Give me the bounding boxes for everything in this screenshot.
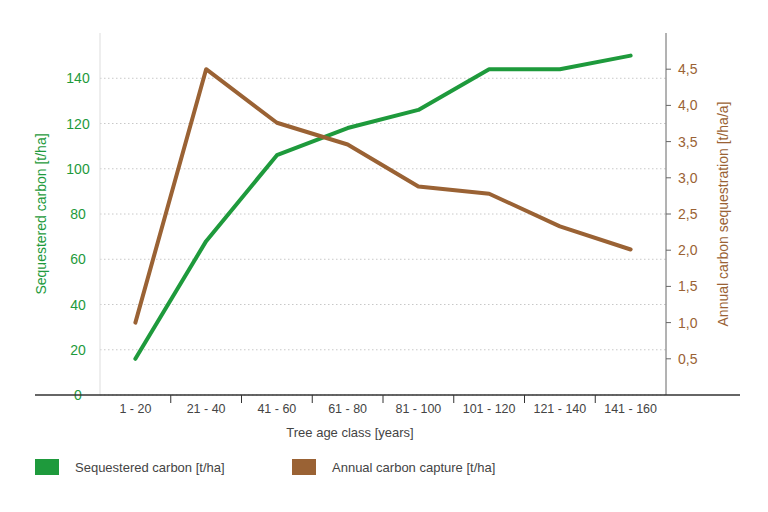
x-separator [170,395,171,403]
y2-tick-label: 1,5 [678,278,698,294]
y2-tick [666,69,671,70]
y-tick-label: 20 [70,342,86,358]
x-tick-label: 1 - 20 [119,402,151,416]
x-separator [312,395,313,403]
y2-tick-label: 4,5 [678,61,698,77]
legend-label: Sequestered carbon [t/ha] [75,460,225,475]
y2-tick [666,105,671,106]
y-tick-label: 60 [70,251,86,267]
x-separator [383,395,384,403]
x-tick-label: 41 - 60 [257,402,296,416]
y-tick-label: 140 [66,70,90,86]
y2-tick [666,358,671,359]
y2-tick [666,214,671,215]
grid-line [100,304,666,305]
grid-line [100,349,666,350]
x-separator [453,395,454,403]
x-separator [524,395,525,403]
chart: 0204060801001201400,51,01,52,02,53,03,54… [0,0,768,512]
grid-line [100,214,666,215]
series-line [135,56,630,359]
series-line [135,69,630,322]
y2-tick-label: 2,0 [678,242,698,258]
y2-tick [666,250,671,251]
x-tick-label: 141 - 160 [604,402,657,416]
y-axis-line [100,33,101,395]
x-axis-line [35,394,740,396]
y-tick-label: 80 [70,206,86,222]
x-separator [595,395,596,403]
grid-line [100,123,666,124]
y2-axis-title: Annual carbon sequestration [t/ha/a] [715,102,731,327]
x-tick-label: 61 - 80 [328,402,367,416]
y2-tick-label: 3,0 [678,170,698,186]
y2-tick-label: 0,5 [678,351,698,367]
y2-tick-label: 2,5 [678,206,698,222]
x-tick-label: 121 - 140 [533,402,586,416]
grid-line [100,78,666,79]
y2-tick-label: 1,0 [678,315,698,331]
y2-tick-label: 3,5 [678,134,698,150]
grid-line [100,259,666,260]
x-separator [241,395,242,403]
x-tick-label: 81 - 100 [395,402,441,416]
y2-tick-label: 4,0 [678,97,698,113]
y-tick-label: 100 [66,161,90,177]
y2-tick [666,286,671,287]
x-tick-label: 101 - 120 [463,402,516,416]
y-axis-title: Sequestered carbon [t/ha] [33,133,49,294]
legend-swatch [35,459,59,475]
y-tick-label: 120 [66,116,90,132]
x-tick-label: 21 - 40 [187,402,226,416]
legend-swatch [292,459,316,475]
legend-label: Annual carbon capture [t/ha] [332,460,495,475]
grid-line [100,168,666,169]
x-axis-title: Tree age class [years] [286,425,413,440]
plot-area [135,56,630,359]
y2-tick [666,141,671,142]
y2-tick [666,322,671,323]
y-tick-label: 40 [70,297,86,313]
y2-tick [666,177,671,178]
